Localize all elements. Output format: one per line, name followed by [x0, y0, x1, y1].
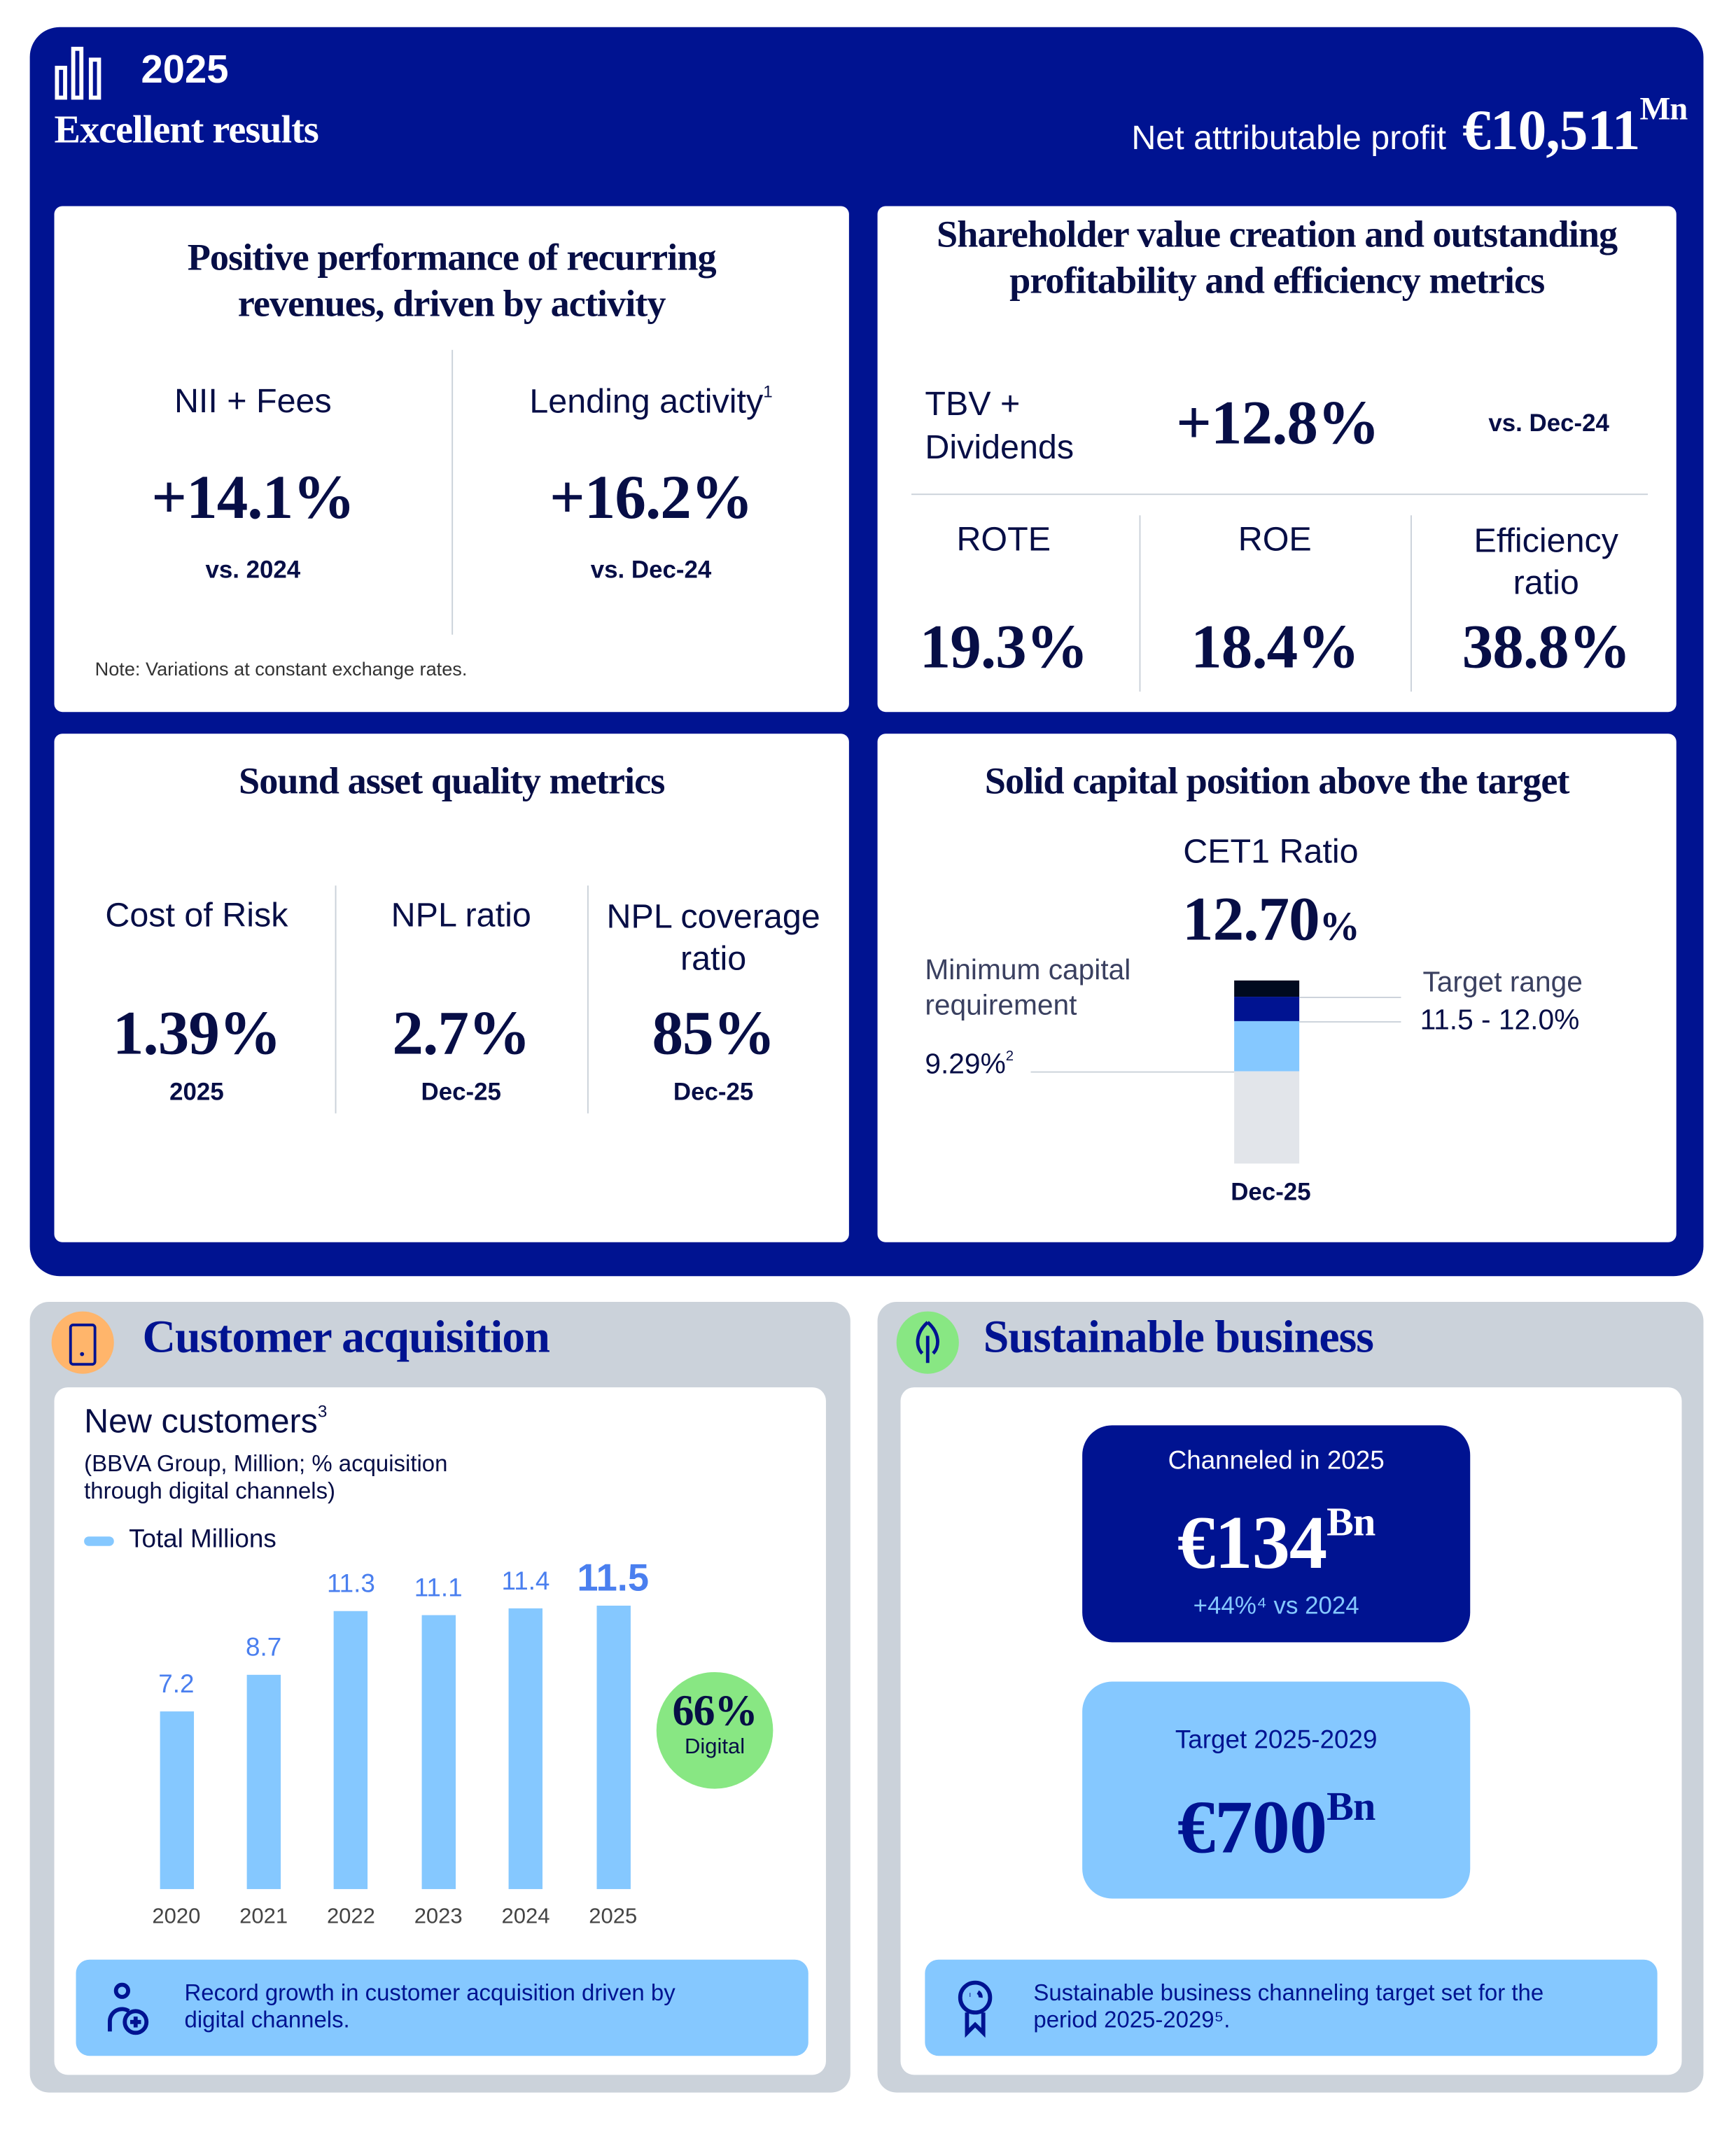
metric-sub: vs. Dec-24 [590, 556, 712, 584]
legend-label: Total Millions [129, 1525, 276, 1555]
cet1-unit: % [1319, 904, 1360, 950]
digital-label: Digital [684, 1736, 746, 1759]
net-profit-unit: Mn [1639, 92, 1688, 128]
metric-value: 38.8% [1462, 611, 1631, 681]
channeled-number: €134 [1177, 1501, 1327, 1585]
channeled-box: Channeled in 2025 €134Bn +44%⁴ vs 2024 [1082, 1425, 1471, 1643]
cet1-label: CET1 Ratio [1183, 832, 1359, 871]
leader-line [1299, 997, 1401, 998]
min-capital-number: 9.29% [925, 1049, 1006, 1081]
target-value: €700Bn [1082, 1767, 1470, 1869]
channeled-value: €134Bn [1082, 1482, 1470, 1584]
footnote-ref: 3 [317, 1402, 328, 1422]
target-label: Target 2025-2029 [1175, 1726, 1378, 1755]
capital-card: Solid capital position above the target … [877, 734, 1676, 1242]
leader-line [1030, 1071, 1235, 1073]
metric-label: ROTE [956, 521, 1051, 559]
metric-label-text: Lending activity [529, 382, 764, 421]
smartphone-icon [51, 1311, 114, 1374]
digital-badge: 66% Digital [656, 1671, 774, 1789]
target-box: Target 2025-2029 €700Bn [1082, 1681, 1471, 1899]
section-title: Sustainable business [983, 1312, 1374, 1363]
sustainable-footer: Sustainable business channeling target s… [925, 1959, 1658, 2056]
channeled-unit: Bn [1326, 1499, 1376, 1545]
chart-title-text: New customers [84, 1402, 318, 1441]
period-label: Dec-25 [1231, 1178, 1311, 1206]
metric-label: Cost of Risk [105, 896, 288, 934]
target-range-label: Target range [1422, 967, 1583, 998]
metric-sub: Dec-25 [673, 1078, 754, 1106]
divider [911, 493, 1648, 496]
target-number: €700 [1177, 1786, 1327, 1870]
metric-value: +14.1% [151, 462, 355, 532]
metric-value: 2.7% [392, 998, 531, 1067]
note: Note: Variations at constant exchange ra… [94, 657, 468, 680]
legend-swatch [84, 1536, 114, 1546]
bar-chart-icon [55, 46, 102, 100]
cet1-value: 12.70% [1135, 883, 1407, 955]
card-title: Shareholder value creation and outstandi… [937, 214, 1618, 303]
customer-footer: Record growth in customer acquisition dr… [76, 1959, 808, 2056]
section-title: Customer acquisition [142, 1312, 550, 1363]
user-add-icon [108, 1982, 149, 2035]
header-title: Excellent results [54, 108, 319, 152]
cet1-bar-target [1234, 997, 1300, 1021]
divider [451, 349, 454, 635]
divider [1410, 515, 1412, 692]
min-capital-label: Minimum capital requirement [925, 955, 1131, 1021]
metric-label: Lending activity1 [489, 382, 814, 422]
digital-value: 66% [672, 1685, 758, 1735]
divider [1139, 515, 1141, 692]
metric-value: 85% [652, 998, 775, 1067]
shareholder-value-card: Shareholder value creation and outstandi… [877, 206, 1676, 713]
leader-line [1299, 1021, 1401, 1023]
metric-sub: Dec-25 [421, 1078, 501, 1106]
leaf-icon [896, 1311, 959, 1374]
net-profit-value: €10,511 [1462, 100, 1640, 163]
card-title: Sound asset quality metrics [239, 760, 665, 803]
asset-quality-card: Sound asset quality metrics Cost of Risk… [54, 734, 849, 1242]
tbv-label: TBV + Dividends [925, 385, 1074, 467]
divider [335, 885, 337, 1114]
cet1-number: 12.70 [1182, 884, 1320, 954]
metric-value: 1.39% [112, 998, 281, 1067]
metric-label: ROE [1238, 521, 1312, 559]
channeled-growth: +44%⁴ vs 2024 [1193, 1592, 1359, 1620]
metric-label: NPL ratio [391, 896, 531, 934]
footnote-ref: 2 [1005, 1048, 1014, 1065]
tbv-sub: vs. Dec-24 [1488, 409, 1609, 437]
min-capital-value: 9.29%2 [925, 1049, 1014, 1081]
header-year: 2025 [141, 48, 229, 92]
card-title: Solid capital position above the target [984, 760, 1570, 803]
metric-value: 18.4% [1191, 611, 1359, 681]
tbv-value: +12.8% [1176, 388, 1380, 457]
footnote-ref: 1 [763, 382, 773, 402]
cet1-bar-minimum [1234, 1071, 1300, 1164]
recurring-revenues-card: Positive performance of recurring revenu… [54, 206, 849, 713]
metric-sub: vs. 2024 [205, 556, 301, 584]
cet1-bar-excess [1234, 1021, 1300, 1072]
footer-text: Sustainable business channeling target s… [1033, 1979, 1544, 2033]
metric-label: Efficiency ratio [1474, 521, 1618, 603]
target-unit: Bn [1326, 1784, 1376, 1830]
footer-text: Record growth in customer acquisition dr… [184, 1979, 676, 2033]
card-title: Positive performance of recurring revenu… [187, 237, 717, 325]
cet1-bar-buffer [1234, 980, 1300, 997]
net-profit-label: Net attributable profit [1131, 119, 1446, 157]
award-icon [958, 1980, 993, 2038]
metric-sub: 2025 [169, 1078, 224, 1106]
target-range-value: 11.5 - 12.0% [1420, 1004, 1580, 1037]
channeled-label: Channeled in 2025 [1168, 1447, 1385, 1475]
divider [587, 885, 589, 1114]
chart-subtitle: (BBVA Group, Million; % acquisition thro… [84, 1451, 448, 1504]
chart-title: New customers3 [84, 1402, 327, 1442]
metric-label: NII + Fees [174, 382, 332, 421]
net-profit: Net attributable profit €10,511Mn [1131, 92, 1688, 164]
metric-label: NPL coverage ratio [606, 897, 820, 978]
metric-value: 19.3% [919, 611, 1088, 681]
metric-value: +16.2% [549, 462, 753, 532]
